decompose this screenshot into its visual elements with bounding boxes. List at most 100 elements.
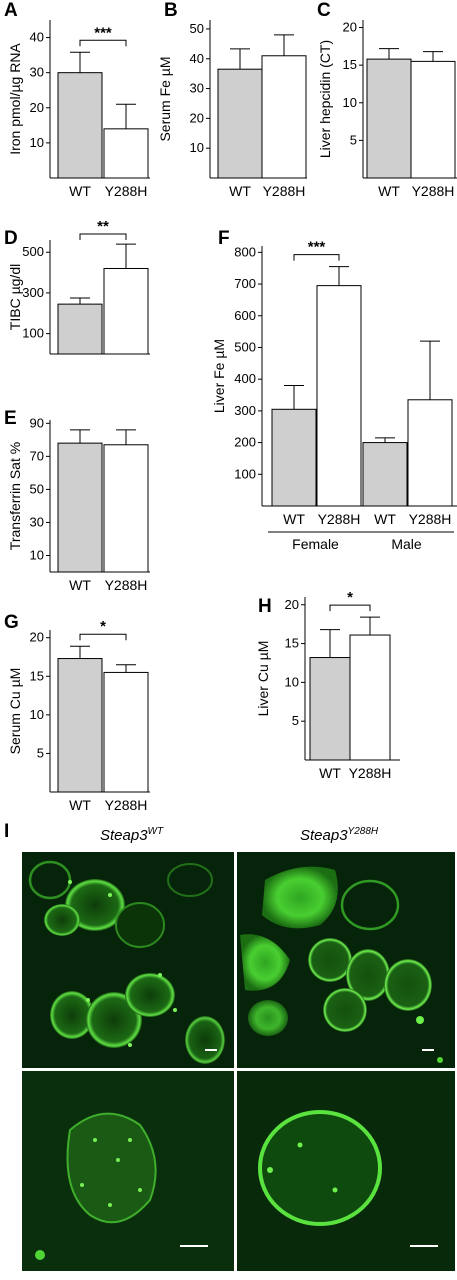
- panel-label: E: [4, 408, 17, 429]
- panel-a-chart: A 10 20 30 40 Iron pmol/µg RNA *** WT Y288H: [4, 0, 150, 199]
- y-tick-label: 300: [22, 285, 44, 300]
- bar-wt: [271, 408, 317, 507]
- category-label: WT: [229, 183, 251, 199]
- y-tick-label: 5: [292, 713, 299, 728]
- significance-marker: ***: [308, 239, 326, 256]
- category-label: WT: [378, 183, 400, 199]
- y-axis-label: Liver Fe µM: [211, 339, 227, 413]
- significance-marker: *: [347, 589, 353, 606]
- bar-y288h: [103, 671, 149, 793]
- group-label: Female: [292, 536, 339, 552]
- category-label: Y288H: [412, 183, 455, 199]
- micrograph-y288h-single-cell: [237, 1071, 455, 1271]
- scale-bar: [205, 1049, 217, 1051]
- category-label: Y288H: [409, 511, 452, 527]
- y-tick-label: 20: [30, 630, 44, 645]
- y-tick-label: 5: [37, 745, 44, 760]
- y-tick-label: 10: [30, 547, 44, 562]
- y-tick-label: 10: [285, 674, 299, 689]
- panel-label: F: [218, 228, 230, 249]
- y-tick-label: 70: [30, 448, 44, 463]
- y-tick-label: 20: [30, 100, 44, 115]
- bar-wt: [57, 72, 103, 179]
- y-tick-label: 20: [343, 20, 357, 35]
- y-tick-label: 10: [190, 140, 204, 155]
- significance-bracket: [79, 39, 127, 47]
- y-tick-label: 100: [234, 466, 256, 481]
- y-tick-label: 800: [234, 244, 256, 259]
- y-tick-label: 20: [285, 597, 299, 612]
- scale-bar: [410, 1245, 438, 1247]
- micrograph-y288h-overview: [237, 852, 455, 1068]
- micrograph-wt-overview: [22, 852, 234, 1068]
- group-label: Male: [391, 536, 422, 552]
- scale-bar: [180, 1245, 208, 1247]
- steap3-y288h-title: Steap3Y288H: [300, 826, 379, 844]
- bar-y288h: [103, 128, 149, 179]
- y-tick-label: 10: [30, 135, 44, 150]
- bar-y288h: [103, 444, 149, 573]
- panel-label: A: [4, 0, 18, 21]
- micrograph-wt-single-cell: [22, 1071, 234, 1271]
- y-tick-label: 10: [343, 95, 357, 110]
- significance-bracket: [79, 633, 127, 641]
- category-label: Y288H: [105, 577, 148, 593]
- bar-y288h: [407, 399, 453, 507]
- category-label: WT: [69, 577, 91, 593]
- y-tick-label: 300: [234, 403, 256, 418]
- scale-bar: [422, 1049, 434, 1051]
- y-axis-label: Iron pmol/µg RNA: [7, 43, 23, 155]
- bar-y288h: [103, 268, 149, 355]
- significance-bracket: [79, 233, 127, 240]
- significance-bracket: [329, 604, 371, 612]
- panel-label-i: I: [4, 821, 9, 842]
- bar-wt: [366, 58, 412, 179]
- panel-g-chart: G 5 10 15 20 Serum Cu µM * WT Y288H: [4, 612, 150, 813]
- y-tick-label: 500: [234, 339, 256, 354]
- panel-i-micrographs: I Steap3WT Steap3Y288H: [4, 821, 455, 1271]
- y-axis-label: Serum Fe µM: [157, 56, 173, 141]
- y-tick-label: 30: [30, 65, 44, 80]
- category-label: WT: [374, 511, 396, 527]
- y-tick-label: 30: [30, 514, 44, 529]
- y-tick-label: 50: [190, 21, 204, 36]
- panel-f-chart: F 100 200 300 400 500 600 700 800 Liver Fe µM *** W…: [211, 228, 457, 552]
- category-label: Y288H: [105, 183, 148, 199]
- bar-y288h: [349, 634, 391, 761]
- significance-marker: ***: [94, 24, 112, 41]
- y-tick-label: 600: [234, 308, 256, 323]
- panel-c-chart: C 5 10 15 20 Liver hepcidin (CT) WT Y288H: [317, 0, 457, 199]
- y-tick-label: 40: [190, 51, 204, 66]
- category-label: Y288H: [318, 511, 361, 527]
- y-tick-label: 50: [30, 481, 44, 496]
- panel-e-chart: E 10 30 50 70 90 Transferrin Sat % WT Y288H: [4, 408, 150, 593]
- category-label: WT: [283, 511, 305, 527]
- y-tick-label: 500: [22, 244, 44, 259]
- y-tick-label: 10: [30, 707, 44, 722]
- y-axis-label: TIBC µg/dl: [7, 264, 23, 330]
- y-tick-label: 90: [30, 415, 44, 430]
- panel-label: B: [164, 0, 178, 21]
- panel-h-chart: H 5 10 15 20 Liver Cu µM * WT Y288H: [255, 589, 400, 781]
- panel-label: H: [258, 596, 272, 617]
- category-label: Y288H: [263, 183, 306, 199]
- y-tick-label: 30: [190, 81, 204, 96]
- category-label: Y288H: [105, 797, 148, 813]
- significance-marker: *: [100, 618, 106, 635]
- y-tick-label: 200: [234, 435, 256, 450]
- bar-y288h: [261, 55, 307, 179]
- panel-b-chart: B 10 20 30 40 50 Serum Fe µM WT Y288H: [157, 0, 307, 199]
- steap3-wt-title: Steap3WT: [100, 826, 164, 844]
- bar-wt: [309, 657, 351, 761]
- y-tick-label: 700: [234, 276, 256, 291]
- bar-y288h: [410, 60, 456, 179]
- bar-wt: [217, 68, 263, 179]
- significance-bracket: [293, 254, 340, 261]
- bar-wt: [362, 442, 408, 507]
- y-axis-label: Transferrin Sat %: [7, 442, 23, 550]
- significance-marker: **: [97, 218, 109, 235]
- y-axis-label: Liver Cu µM: [255, 641, 271, 717]
- bar-y288h: [316, 285, 362, 507]
